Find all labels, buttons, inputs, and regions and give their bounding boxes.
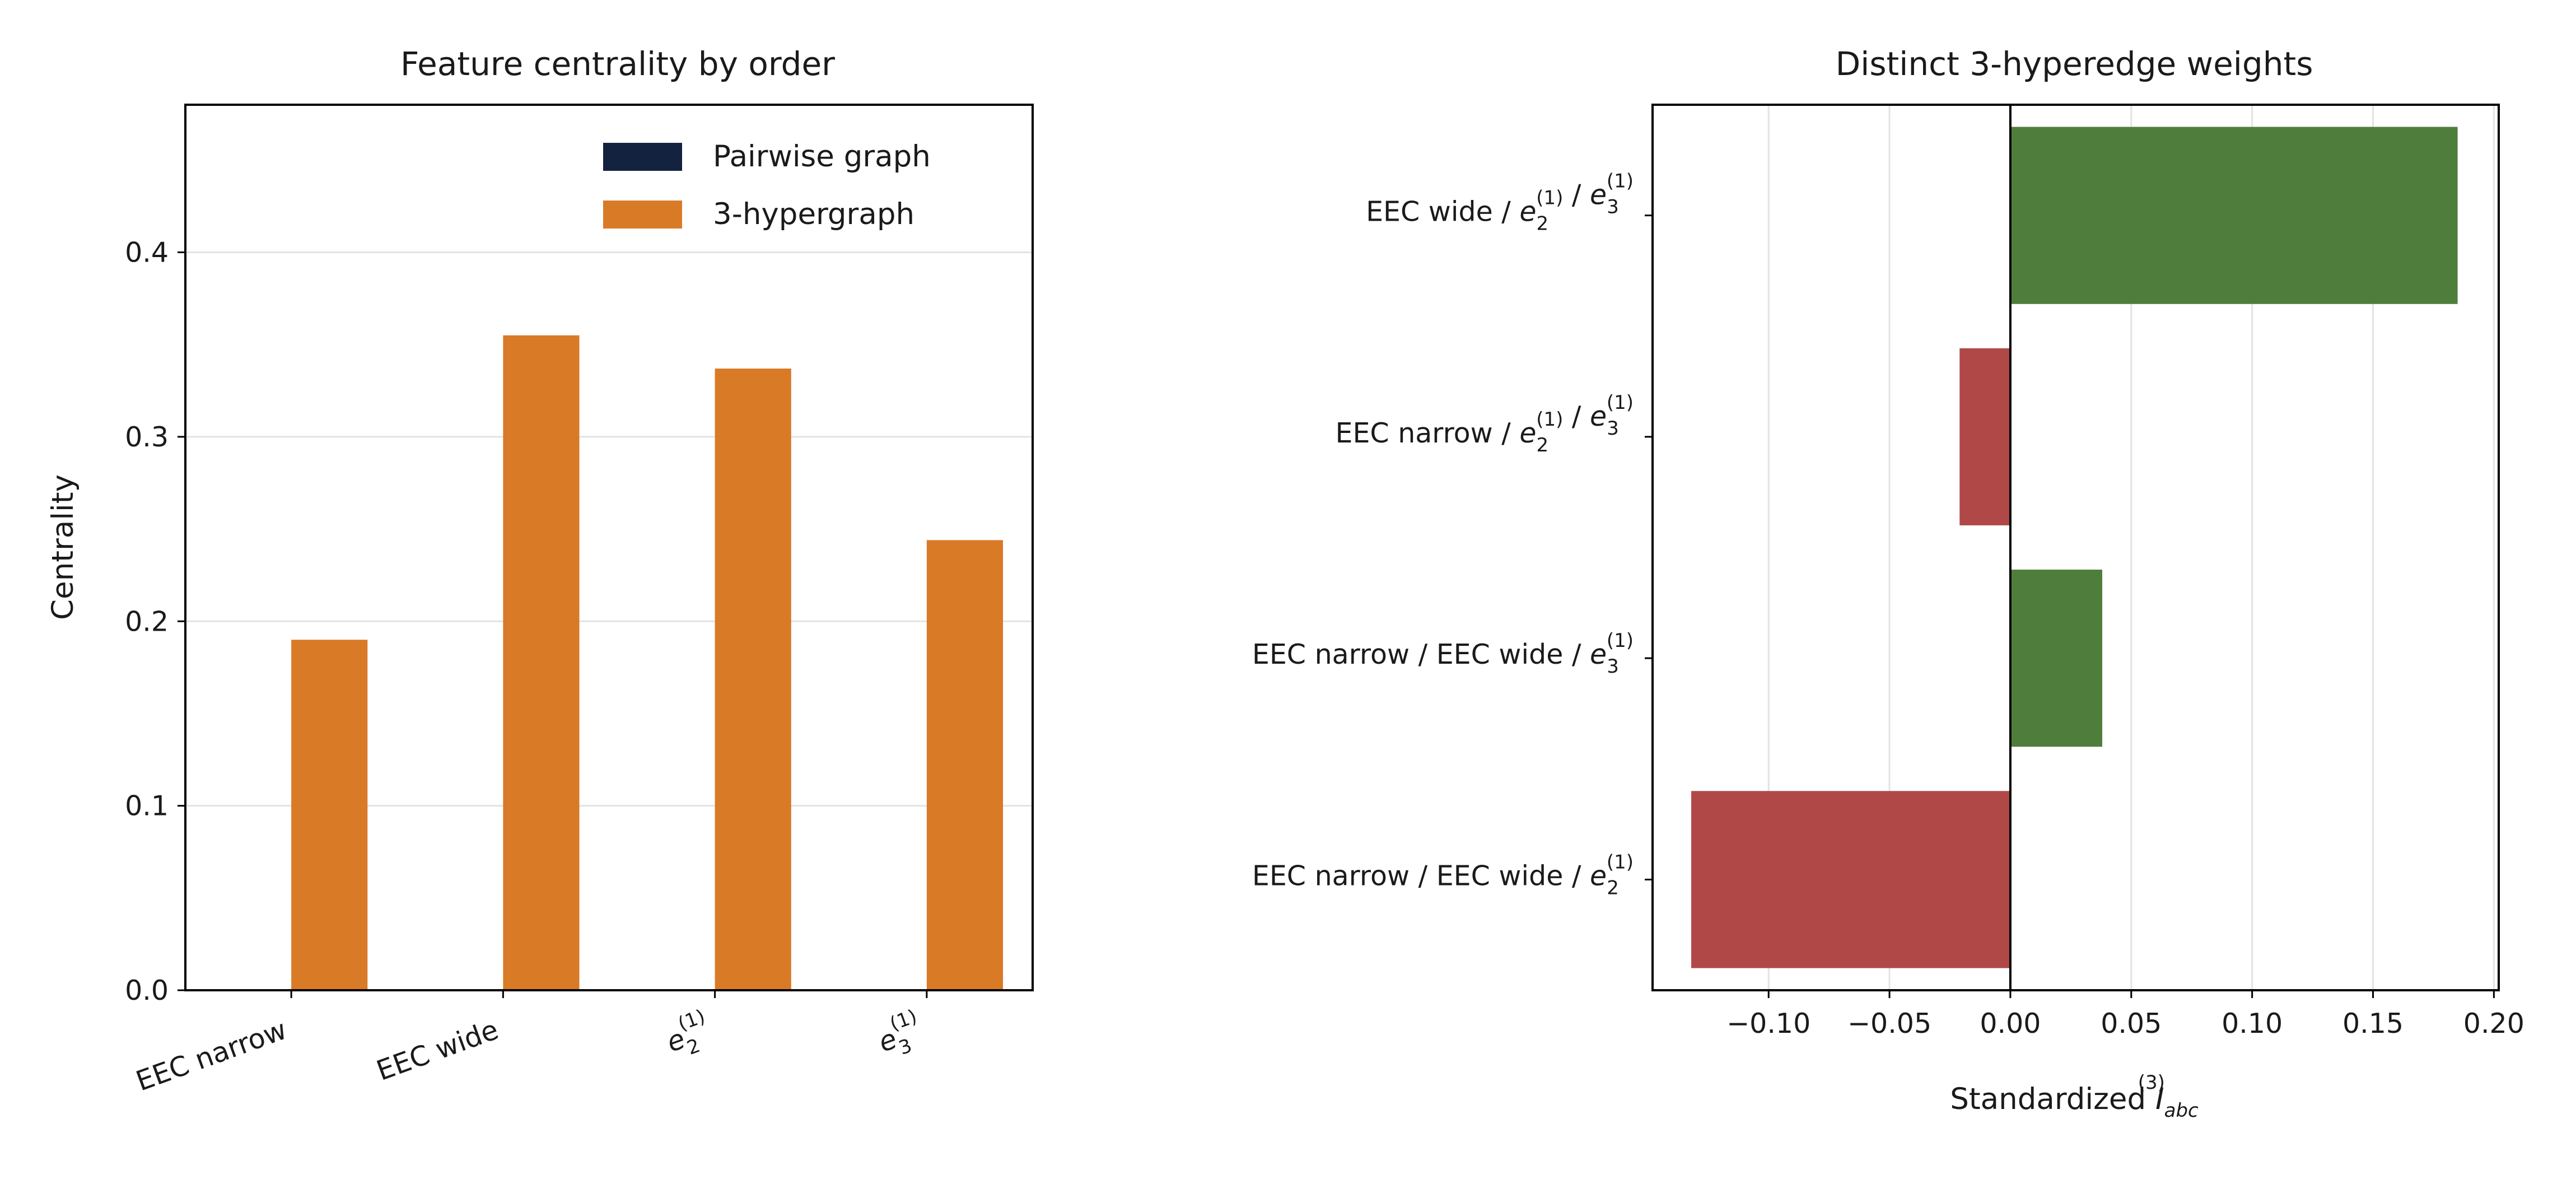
y-tick-subscript: 2 [1537,213,1549,235]
hyperedge-bars [1691,127,2458,968]
y-tick-symbol: e [1590,639,1607,670]
x-axis-label-superscript: (3) [2138,1071,2165,1094]
hyperedge-bar-1 [1959,348,2010,525]
x-axis-label-subscript: abc [2164,1099,2199,1122]
y-tick-superscript: (1) [1607,630,1634,652]
y-tick-subscript: 2 [1537,434,1549,456]
y-tick-label: EEC wide / e2(1) / e3(1) [1366,170,1634,235]
y-tick-label: 0.2 [125,605,169,637]
centrality-chart-title: Feature centrality by order [400,45,835,83]
hyperedge-chart-title: Distinct 3-hyperedge weights [1836,45,2313,83]
centrality-x-ticks: EEC narrow EEC wide e2(1) e3(1) [132,990,928,1097]
hyperedge-y-ticks: EEC wide / e2(1) / e3(1)EEC narrow / e2(… [1252,170,1653,899]
y-tick-label: 0.4 [125,237,169,269]
legend-swatch-hypergraph [603,201,682,229]
x-tick-label: 0.05 [2101,1008,2162,1040]
centrality-plot-frame [184,104,1034,991]
y-tick-symbol: e [1519,417,1536,449]
x-tick-subscript: 2 [684,1034,703,1060]
y-tick-symbol: e [1590,400,1607,432]
y-tick-superscript: (1) [1607,851,1634,873]
x-tick-subscript: 3 [896,1034,915,1060]
x-tick-label: EEC wide [372,1014,502,1087]
x-tick-label: e3(1) [871,1005,929,1065]
y-tick-subscript: 3 [1607,655,1619,678]
y-tick-text: EEC narrow / [1336,417,1520,449]
y-tick-label: 0.3 [125,421,169,453]
y-tick-superscript: (1) [1607,392,1634,414]
x-tick-label: −0.10 [1726,1008,1810,1040]
x-tick-label: −0.05 [1847,1008,1931,1040]
centrality-gridlines [185,251,1033,807]
legend-swatch-pairwise [603,143,682,171]
centrality-bars [291,335,1004,990]
x-tick-label: 0.10 [2222,1008,2283,1040]
y-tick-superscript: (1) [1536,187,1563,209]
hyperedge-bar-2 [2010,570,2102,747]
y-tick-symbol: e [1519,196,1536,228]
x-tick-label: 0.00 [1980,1008,2041,1040]
legend-label-pairwise: Pairwise graph [713,139,931,174]
x-tick-label: EEC narrow [132,1014,291,1098]
bar-3-hypergraph-0 [291,640,368,990]
y-tick-label: 0.1 [125,790,169,822]
y-tick-label: EEC narrow / e2(1) / e3(1) [1336,392,1634,456]
x-axis-label-symbol: I [2155,1082,2164,1116]
hyperedge-bar-0 [2010,127,2458,304]
y-tick-text: EEC wide / [1366,196,1519,228]
bar-3-hypergraph-3 [926,540,1004,990]
y-tick-text: EEC narrow / EEC wide / [1252,860,1590,892]
y-tick-superscript: (1) [1536,408,1563,431]
hyperedge-x-ticks: −0.10 −0.05 0.00 0.05 0.10 0.15 0.20 [1726,990,2524,1040]
bar-3-hypergraph-2 [715,369,791,990]
hyperedge-plot-frame [1651,104,2500,991]
y-tick-label: EEC narrow / EEC wide / e2 (1) [1252,851,1634,899]
y-tick-text: EEC narrow / EEC wide / [1252,639,1590,670]
y-tick-symbol: e [1590,860,1607,892]
centrality-y-ticks: 0.0 0.1 0.2 0.3 0.4 [125,237,185,1006]
y-tick-superscript: (1) [1607,170,1634,193]
y-tick-subscript: 3 [1607,196,1619,218]
y-tick-subscript: 2 [1607,877,1619,899]
x-tick-label: e2(1) [659,1005,717,1065]
hyperedge-bar-3 [1691,791,2010,968]
y-tick-label: EEC narrow / EEC wide / e3 (1) [1252,630,1634,678]
x-tick-label: 0.20 [2463,1008,2524,1040]
y-tick-text: / [1563,400,1590,432]
legend-label-hypergraph: 3-hypergraph [713,197,914,231]
y-tick-label: 0.0 [125,975,169,1006]
centrality-legend: Pairwise graph 3-hypergraph [603,139,931,231]
y-tick-text: / [1563,179,1590,211]
centrality-chart: Feature centrality by order 0.0 0.1 0.2 0.3… [46,45,1034,1097]
bar-3-hypergraph-1 [503,335,580,990]
centrality-y-axis-label: Centrality [46,474,80,620]
y-tick-symbol: e [1590,179,1607,211]
y-tick-subscript: 3 [1607,417,1619,440]
x-axis-label-main: Standardized [1950,1082,2155,1116]
hyperedge-weights-chart: Distinct 3-hyperedge weights −0.10 −0.05 0… [1252,45,2524,1122]
hyperedge-x-axis-label: Standardized Iabc (3) [1950,1071,2199,1122]
x-tick-label: 0.15 [2342,1008,2404,1040]
